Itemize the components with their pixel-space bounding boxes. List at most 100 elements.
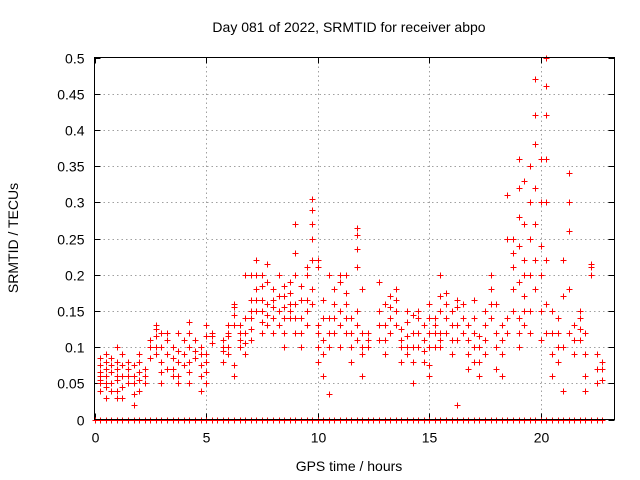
data-point <box>153 322 160 329</box>
data-point <box>499 373 506 380</box>
zero-data-point <box>253 417 260 424</box>
data-point <box>304 297 311 304</box>
data-point <box>186 380 193 387</box>
x-tick-label: 20 <box>534 430 550 446</box>
data-point <box>354 225 361 232</box>
data-point <box>555 359 562 366</box>
data-point <box>164 366 171 373</box>
zero-data-point <box>426 417 433 424</box>
data-point <box>510 250 517 257</box>
data-point <box>304 272 311 279</box>
data-point <box>253 257 260 264</box>
data-point <box>410 359 417 366</box>
data-point <box>131 402 138 409</box>
data-point <box>242 351 249 358</box>
data-point <box>281 293 288 300</box>
data-point <box>270 304 277 311</box>
data-point <box>131 373 138 380</box>
data-point <box>304 308 311 315</box>
data-point <box>337 272 344 279</box>
data-point <box>582 330 589 337</box>
zero-data-point <box>186 417 193 424</box>
data-point <box>454 337 461 344</box>
data-point <box>309 221 316 228</box>
data-point <box>594 351 601 358</box>
data-point <box>426 362 433 369</box>
data-point <box>231 312 238 319</box>
data-point <box>471 330 478 337</box>
data-point <box>97 362 104 369</box>
data-point <box>571 351 578 358</box>
data-point <box>432 315 439 322</box>
data-point <box>566 170 573 177</box>
data-point <box>354 246 361 253</box>
data-point <box>198 362 205 369</box>
zero-data-point <box>443 417 450 424</box>
y-tick-label: 0.2 <box>65 268 85 284</box>
data-point <box>108 380 115 387</box>
data-point <box>437 337 444 344</box>
data-point <box>359 373 366 380</box>
data-point <box>532 112 539 119</box>
data-point <box>543 330 550 337</box>
data-point <box>415 315 422 322</box>
data-point <box>125 373 132 380</box>
zero-data-point <box>493 417 500 424</box>
data-point <box>220 337 227 344</box>
data-point <box>560 344 567 351</box>
data-point <box>476 373 483 380</box>
data-point <box>248 315 255 322</box>
data-point <box>292 221 299 228</box>
data-point <box>142 373 149 380</box>
data-point <box>320 315 327 322</box>
data-point <box>499 337 506 344</box>
zero-data-point <box>331 417 338 424</box>
data-point <box>186 344 193 351</box>
data-point <box>437 344 444 351</box>
data-point <box>343 301 350 308</box>
data-point <box>415 344 422 351</box>
data-point <box>203 359 210 366</box>
data-point <box>231 301 238 308</box>
data-point <box>337 344 344 351</box>
data-point <box>582 351 589 358</box>
data-point <box>309 301 316 308</box>
data-point <box>521 322 528 329</box>
data-point <box>476 333 483 340</box>
data-point <box>393 308 400 315</box>
data-point <box>175 359 182 366</box>
data-point <box>543 112 550 119</box>
data-point <box>410 380 417 387</box>
y-tick-label: 0.25 <box>57 232 84 248</box>
data-point <box>387 304 394 311</box>
data-point <box>136 377 143 384</box>
y-tick-labels: 0 0.05 0.1 0.15 0.2 0.25 0.3 0.35 0.4 0.45 0.5 <box>57 51 84 429</box>
data-point <box>543 55 550 62</box>
x-tick-label: 0 <box>92 430 100 446</box>
data-point <box>376 308 383 315</box>
data-point <box>203 369 210 376</box>
data-point <box>253 297 260 304</box>
data-point <box>248 326 255 333</box>
zero-data-point <box>203 417 210 424</box>
zero-data-point <box>465 417 472 424</box>
data-point <box>203 322 210 329</box>
data-point <box>181 351 188 358</box>
data-point <box>304 322 311 329</box>
data-point <box>131 391 138 398</box>
zero-data-point <box>337 417 344 424</box>
data-point <box>421 322 428 329</box>
zero-data-point <box>136 417 143 424</box>
data-point <box>354 308 361 315</box>
data-point <box>471 297 478 304</box>
data-point <box>376 337 383 344</box>
data-point <box>315 264 322 271</box>
data-point <box>404 308 411 315</box>
data-point <box>158 369 165 376</box>
data-point <box>186 330 193 337</box>
data-point <box>315 257 322 264</box>
data-point <box>482 351 489 358</box>
data-point <box>119 384 126 391</box>
zero-data-point <box>359 417 366 424</box>
data-point <box>97 373 104 380</box>
